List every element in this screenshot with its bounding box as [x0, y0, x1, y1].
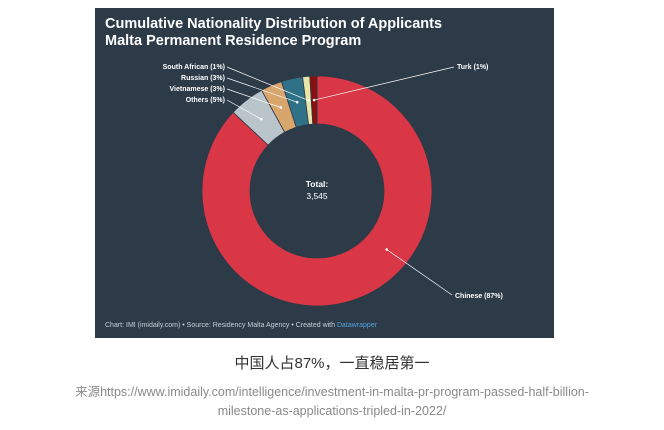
image-caption: 中国人占87%，一直稳居第一: [234, 355, 430, 372]
donut-slice-chinese: [201, 75, 433, 307]
leader-line: [226, 66, 309, 101]
leader-line: [386, 249, 453, 296]
footer-text: Chart: IMI (imidaily.com) • Source: Resi…: [105, 322, 337, 329]
total-value: 3,545: [306, 191, 328, 201]
leader-dot: [312, 98, 316, 102]
leader-line: [226, 88, 281, 108]
slice-label: Russian (3%): [181, 75, 225, 82]
donut-chart: Total: 3,545 Chinese (87%) South African (1…: [163, 64, 503, 307]
leader-dot: [279, 106, 283, 109]
slice-label: Chinese (87%): [455, 293, 503, 300]
slice-label: Turk (1%): [457, 64, 488, 71]
leader-dot: [295, 100, 299, 104]
total-label: Total:: [306, 179, 329, 189]
slice-label: Vietnamese (3%): [169, 86, 225, 93]
chart-footer: Chart: IMI (imidaily.com) • Source: Resi…: [105, 322, 377, 329]
chart-card: Cumulative Nationality Distribution of A…: [95, 8, 554, 338]
source-line-1[interactable]: 来源https://www.imidaily.com/intelligence/…: [75, 385, 589, 399]
datawrapper-link[interactable]: Datawrapper: [336, 322, 378, 329]
leader-line: [226, 77, 298, 103]
leader-dot: [259, 117, 263, 121]
leader-line: [314, 66, 455, 101]
slice-label: Others (5%): [186, 97, 225, 104]
leader-dot: [385, 248, 389, 251]
slice-label: South African (1%): [163, 64, 225, 71]
leader-line: [226, 99, 262, 120]
source-line-2[interactable]: milestone-as-applications-tripled-in-202…: [217, 404, 447, 418]
chart-title: Cumulative Nationality Distribution of A…: [105, 16, 545, 50]
chart-subtitle: Malta Permanent Residence Program: [105, 33, 362, 49]
chart-title-line1: Cumulative Nationality Distribution of A…: [105, 16, 443, 32]
leader-dot: [307, 99, 310, 102]
